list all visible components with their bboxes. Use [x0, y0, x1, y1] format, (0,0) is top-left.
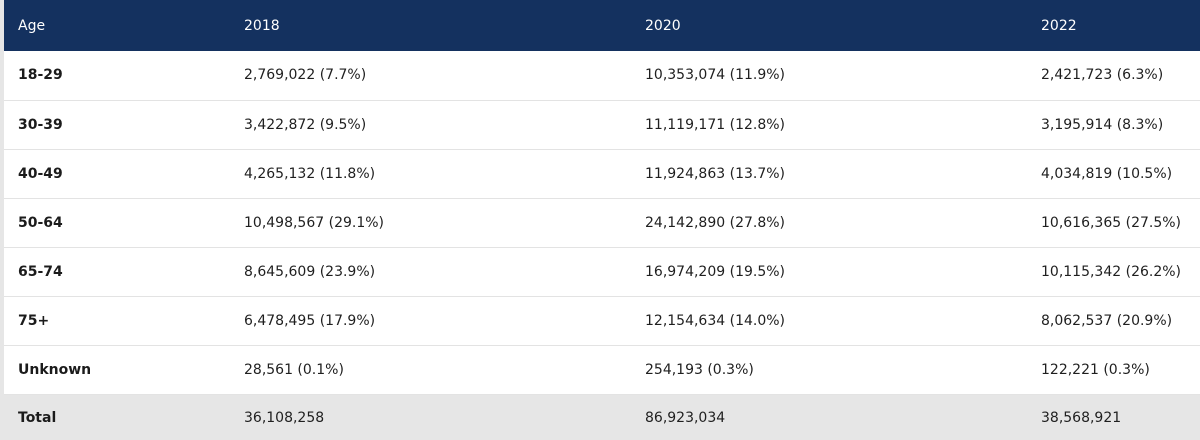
cell-2022: 10,115,342 (26.2%) [1041, 263, 1182, 280]
cell-2020: 254,193 (0.3%) [645, 361, 754, 378]
table-row: Unknown 28,561 (0.1%) 254,193 (0.3%) 122… [4, 345, 1200, 394]
cell-2018: 3,422,872 (9.5%) [244, 116, 367, 133]
row-label: 40-49 [18, 165, 63, 182]
table-row: 75+ 6,478,495 (17.9%) 12,154,634 (14.0%)… [4, 296, 1200, 345]
table-row: 65-74 8,645,609 (23.9%) 16,974,209 (19.5… [4, 247, 1200, 296]
table-row: 50-64 10,498,567 (29.1%) 24,142,890 (27.… [4, 198, 1200, 247]
cell-2020: 16,974,209 (19.5%) [645, 263, 786, 280]
cell-2020: 12,154,634 (14.0%) [645, 312, 786, 329]
cell-2018: 4,265,132 (11.8%) [244, 165, 376, 182]
table-body: 18-29 2,769,022 (7.7%) 10,353,074 (11.9%… [4, 51, 1200, 440]
cell-2022: 3,195,914 (8.3%) [1041, 116, 1164, 133]
total-2020: 86,923,034 [645, 410, 726, 427]
age-data-table: Age 2018 2020 2022 18-29 2,769,022 (7.7%… [4, 0, 1200, 440]
cell-2020: 24,142,890 (27.8%) [645, 214, 786, 231]
row-label: 18-29 [18, 67, 63, 84]
header-2018: 2018 [244, 17, 280, 34]
row-label: Unknown [18, 361, 92, 378]
table-row: 18-29 2,769,022 (7.7%) 10,353,074 (11.9%… [4, 51, 1200, 100]
cell-2018: 8,645,609 (23.9%) [244, 263, 376, 280]
cell-2018: 10,498,567 (29.1%) [244, 214, 385, 231]
cell-2018: 28,561 (0.1%) [244, 361, 344, 378]
cell-2020: 11,924,863 (13.7%) [645, 165, 786, 182]
cell-2022: 10,616,365 (27.5%) [1041, 214, 1182, 231]
cell-2018: 6,478,495 (17.9%) [244, 312, 376, 329]
cell-2020: 11,119,171 (12.8%) [645, 116, 786, 133]
row-label: 75+ [18, 312, 50, 329]
total-row: Total 36,108,258 86,923,034 38,568,921 [4, 394, 1200, 440]
table-row: 30-39 3,422,872 (9.5%) 11,119,171 (12.8%… [4, 100, 1200, 149]
header-age: Age [18, 17, 46, 34]
total-label: Total [18, 410, 57, 427]
header-2020: 2020 [645, 17, 681, 34]
row-label: 30-39 [18, 116, 63, 133]
row-label: 65-74 [18, 263, 63, 280]
cell-2022: 122,221 (0.3%) [1041, 361, 1150, 378]
cell-2020: 10,353,074 (11.9%) [645, 67, 786, 84]
cell-2018: 2,769,022 (7.7%) [244, 67, 367, 84]
header-2022: 2022 [1041, 17, 1077, 34]
header-row: Age 2018 2020 2022 [4, 0, 1200, 51]
cell-2022: 8,062,537 (20.9%) [1041, 312, 1173, 329]
cell-2022: 2,421,723 (6.3%) [1041, 67, 1164, 84]
table-row: 40-49 4,265,132 (11.8%) 11,924,863 (13.7… [4, 149, 1200, 198]
cell-2022: 4,034,819 (10.5%) [1041, 165, 1173, 182]
table-header: Age 2018 2020 2022 [4, 0, 1200, 51]
total-2022: 38,568,921 [1041, 410, 1122, 427]
row-label: 50-64 [18, 214, 63, 231]
total-2018: 36,108,258 [244, 410, 325, 427]
